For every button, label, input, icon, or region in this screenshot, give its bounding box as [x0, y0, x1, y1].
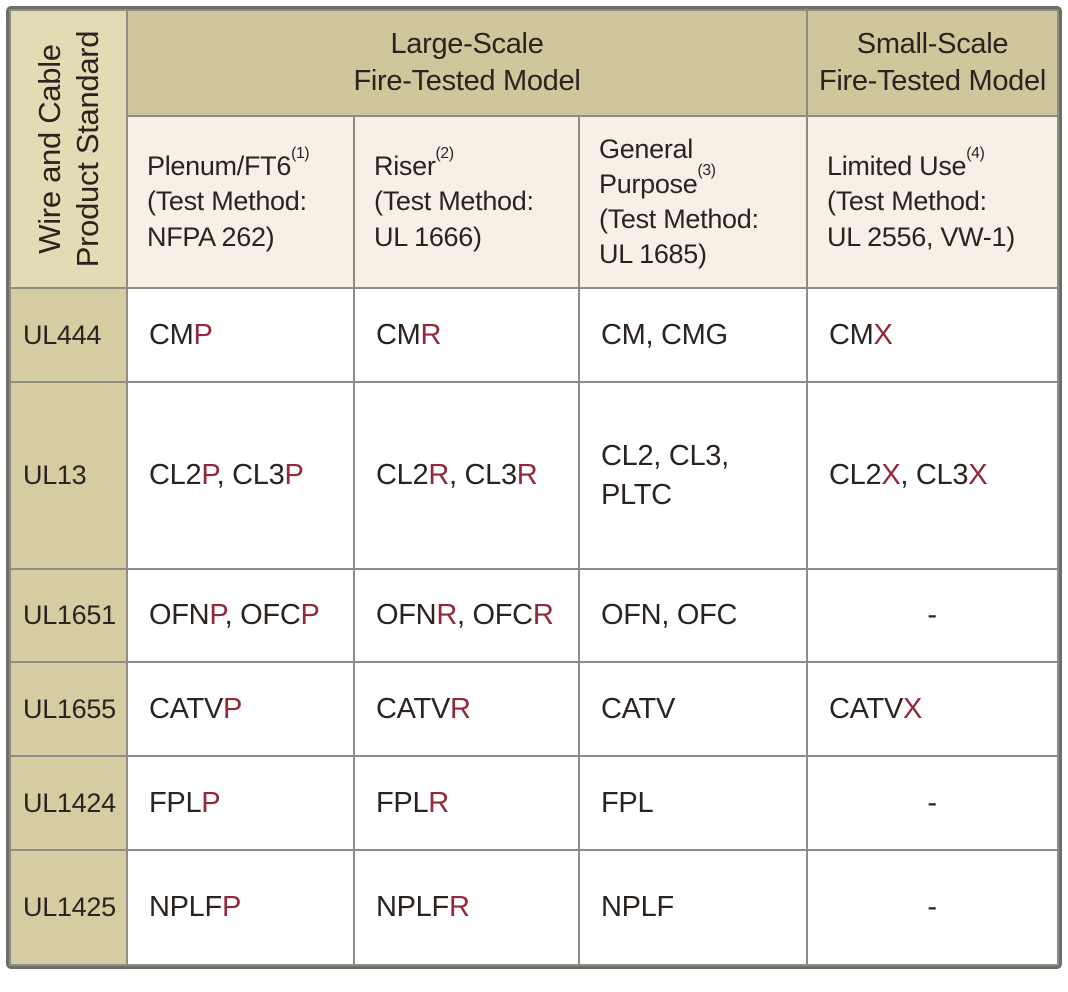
red-suffix-letter: R: [428, 459, 449, 492]
table-row: UL444 CMP CMR CM, CMG CMX: [9, 287, 1059, 383]
table-cell: NPLFP: [126, 849, 355, 966]
table-cell: CL2, CL3, PLTC: [578, 381, 808, 570]
red-suffix-letter: P: [201, 786, 221, 819]
table-row: UL1655 CATVP CATVR CATV CATVX: [9, 661, 1059, 757]
corner-header-label: Wire and Cable Product Standard: [31, 30, 105, 268]
row-label-UL1424: UL1424: [9, 755, 128, 851]
red-suffix-letter: P: [209, 599, 225, 632]
table-row: UL13 CL2P, CL3P CL2R, CL3R CL2, CL3, PLTC CL2…: [9, 381, 1059, 570]
row-label-UL1425: UL1425: [9, 849, 128, 966]
column-header-3: Limited Use(4) (Test Method: UL 2556, VW-1…: [806, 115, 1059, 289]
corner-header-cell: Wire and Cable Product Standard: [9, 9, 128, 289]
header-group-row: Wire and Cable Product Standard Large-Scal…: [9, 9, 1059, 289]
red-suffix-letter: R: [420, 318, 442, 351]
table-frame: Wire and Cable Product Standard Large-Scal…: [6, 6, 1062, 969]
table-cell: FPLR: [353, 755, 580, 851]
table-cell: CATV: [578, 661, 808, 757]
red-suffix-letter: P: [300, 599, 320, 632]
table-cell: -: [806, 755, 1059, 851]
column-header-2: General Purpose(3) (Test Method: UL 1685): [578, 115, 808, 289]
footnote-marker: (2): [435, 144, 455, 162]
column-header-0: Plenum/FT6(1) (Test Method: NFPA 262): [126, 115, 355, 289]
table-cell: OFNR, OFCR: [353, 568, 580, 663]
table-cell: CL2X, CL3X: [806, 381, 1059, 570]
table-cell: CATVR: [353, 661, 580, 757]
table-cell: CL2P, CL3P: [126, 381, 355, 570]
red-suffix-letter: X: [968, 459, 988, 492]
red-suffix-letter: R: [448, 891, 470, 924]
red-suffix-letter: X: [881, 459, 901, 492]
table-cell: CL2R, CL3R: [353, 381, 580, 570]
table-cell: NPLFR: [353, 849, 580, 966]
table-cell: OFN, OFC: [578, 568, 808, 663]
table-cell: CM, CMG: [578, 287, 808, 383]
table-row: UL1425 NPLFP NPLFR NPLF -: [9, 849, 1059, 966]
red-suffix-letter: P: [193, 318, 213, 351]
row-label-UL1651: UL1651: [9, 568, 128, 663]
column-header-1: Riser(2) (Test Method: UL 1666): [353, 115, 580, 289]
table-cell: CMX: [806, 287, 1059, 383]
red-suffix-letter: P: [221, 891, 241, 924]
table-cell: CATVP: [126, 661, 355, 757]
footnote-marker: (3): [697, 162, 716, 180]
row-label-UL444: UL444: [9, 287, 128, 383]
red-suffix-letter: X: [903, 692, 923, 725]
table-cell: CMR: [353, 287, 580, 383]
red-suffix-letter: P: [201, 459, 217, 492]
red-suffix-letter: R: [428, 786, 449, 819]
red-suffix-letter: R: [516, 459, 538, 492]
table-cell: FPLP: [126, 755, 355, 851]
footnote-marker: (1): [291, 144, 310, 162]
table-row: UL1424 FPLP FPLR FPL -: [9, 755, 1059, 851]
red-suffix-letter: R: [436, 599, 457, 632]
table-cell: -: [806, 568, 1059, 663]
column-group-header-1: Small-Scale Fire-Tested Model: [806, 9, 1059, 117]
table-cell: -: [806, 849, 1059, 966]
row-label-UL1655: UL1655: [9, 661, 128, 757]
table-cell: CMP: [126, 287, 355, 383]
table-cell: FPL: [578, 755, 808, 851]
red-suffix-letter: P: [284, 459, 304, 492]
table-cell: NPLF: [578, 849, 808, 966]
column-group-header-0: Large-Scale Fire-Tested Model: [126, 9, 808, 117]
red-suffix-letter: X: [873, 318, 893, 351]
red-suffix-letter: R: [450, 692, 471, 725]
red-suffix-letter: R: [532, 599, 554, 632]
row-label-UL13: UL13: [9, 381, 128, 570]
footnote-marker: (4): [966, 144, 985, 162]
header-column-row: Plenum/FT6(1) (Test Method: NFPA 262) Riser…: [10, 115, 1059, 289]
table-cell: CATVX: [806, 661, 1059, 757]
table-row: UL1651 OFNP, OFCP OFNR, OFCR OFN, OFC -: [9, 568, 1059, 663]
table-cell: OFNP, OFCP: [126, 568, 355, 663]
wire-cable-standards-table: Wire and Cable Product Standard Large-Scal…: [9, 9, 1059, 966]
red-suffix-letter: P: [223, 692, 243, 725]
